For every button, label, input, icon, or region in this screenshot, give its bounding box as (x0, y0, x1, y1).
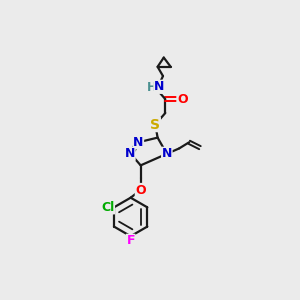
Text: N: N (125, 147, 135, 160)
Text: S: S (150, 118, 160, 131)
Text: O: O (177, 93, 188, 106)
Text: H: H (146, 81, 156, 94)
Text: Cl: Cl (101, 201, 114, 214)
Text: N: N (162, 147, 172, 160)
Text: O: O (135, 184, 146, 196)
Text: F: F (126, 234, 135, 247)
Text: N: N (133, 136, 143, 149)
Text: N: N (154, 80, 164, 93)
